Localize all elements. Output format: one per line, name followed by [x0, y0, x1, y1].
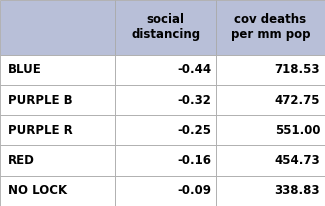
Text: -0.16: -0.16 [177, 154, 211, 167]
Bar [115, 115, 216, 145]
Bar [0, 145, 115, 176]
Text: -0.25: -0.25 [177, 124, 211, 137]
Text: NO LOCK: NO LOCK [8, 184, 67, 197]
Bar [216, 55, 325, 85]
Bar [0, 55, 115, 85]
Bar [216, 176, 325, 206]
Text: RED: RED [8, 154, 35, 167]
Text: -0.44: -0.44 [177, 63, 211, 76]
Bar [115, 145, 216, 176]
Bar [115, 176, 216, 206]
Text: 454.73: 454.73 [275, 154, 320, 167]
Bar [0, 115, 115, 145]
Bar [216, 0, 325, 55]
Text: -0.09: -0.09 [177, 184, 211, 197]
Bar [115, 0, 216, 55]
Text: PURPLE R: PURPLE R [8, 124, 73, 137]
Bar [216, 115, 325, 145]
Text: PURPLE B: PURPLE B [8, 94, 73, 107]
Bar [0, 176, 115, 206]
Bar [115, 55, 216, 85]
Bar [0, 85, 115, 115]
Text: 551.00: 551.00 [275, 124, 320, 137]
Text: BLUE: BLUE [8, 63, 42, 76]
Bar [216, 85, 325, 115]
Text: 338.83: 338.83 [275, 184, 320, 197]
Bar [0, 0, 115, 55]
Bar [115, 85, 216, 115]
Text: -0.32: -0.32 [177, 94, 211, 107]
Text: social
distancing: social distancing [131, 13, 200, 41]
Text: cov deaths
per mm pop: cov deaths per mm pop [231, 13, 310, 41]
Bar [216, 145, 325, 176]
Text: 472.75: 472.75 [275, 94, 320, 107]
Text: 718.53: 718.53 [275, 63, 320, 76]
